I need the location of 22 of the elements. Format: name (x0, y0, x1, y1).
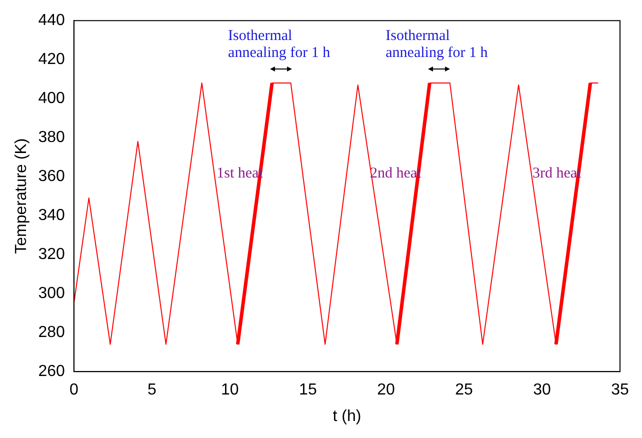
annotation: Isothermal annealing for 1 h (386, 28, 489, 62)
y-tick-label: 300 (38, 285, 65, 302)
x-tick-label: 25 (455, 382, 473, 399)
x-axis-title: t (h) (332, 408, 362, 425)
y-tick-label: 420 (38, 51, 65, 68)
x-tick-label: 5 (147, 382, 156, 399)
x-tick-label: 0 (69, 382, 78, 399)
y-tick-label: 320 (38, 246, 65, 264)
y-tick-label: 280 (38, 324, 65, 342)
y-tick-label: 400 (38, 90, 65, 108)
x-tick-label: 15 (299, 382, 317, 399)
y-tick-label: 380 (38, 129, 65, 146)
x-tick-label: 10 (221, 382, 239, 399)
x-tick-label: 20 (377, 382, 395, 399)
y-tick-label: 260 (38, 363, 65, 380)
x-tick-label: 35 (611, 382, 629, 399)
y-tick-label: 440 (38, 12, 65, 30)
y-axis-title: Temperature (K) (13, 138, 30, 254)
x-tick-label: 30 (533, 382, 551, 399)
annotation: Isothermal annealing for 1 h (228, 28, 332, 62)
y-tick-label: 340 (38, 207, 65, 224)
y-tick-label: 360 (38, 168, 65, 186)
